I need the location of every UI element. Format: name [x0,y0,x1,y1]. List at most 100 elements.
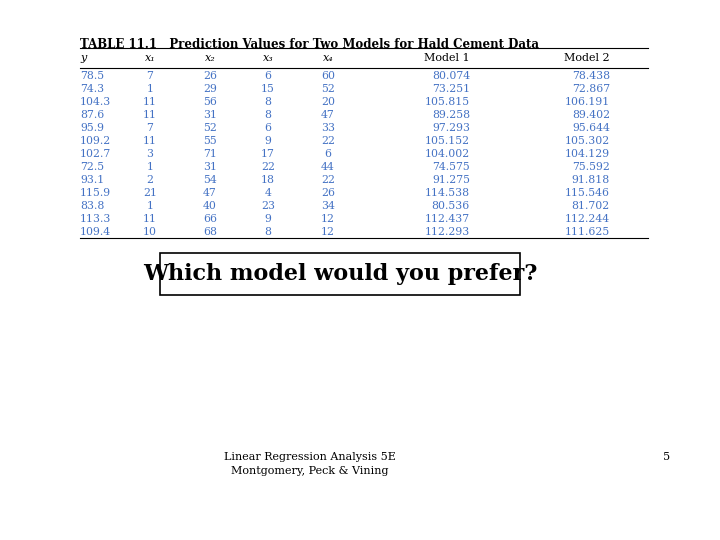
Text: 8: 8 [264,97,271,107]
Text: 15: 15 [261,84,275,94]
Text: 78.5: 78.5 [80,71,104,82]
Text: 31: 31 [203,162,217,172]
Text: 47: 47 [203,188,217,198]
Text: 66: 66 [203,214,217,224]
Text: 52: 52 [321,84,335,94]
Text: 6: 6 [264,71,271,82]
Text: 1: 1 [146,162,153,172]
Text: 104.002: 104.002 [425,149,470,159]
Text: 26: 26 [321,188,335,198]
Text: 102.7: 102.7 [80,149,112,159]
Text: 3: 3 [146,149,153,159]
Text: 93.1: 93.1 [80,175,104,185]
Text: 115.546: 115.546 [565,188,610,198]
Text: 4: 4 [264,188,271,198]
Text: 9: 9 [264,136,271,146]
FancyBboxPatch shape [160,253,520,295]
Text: 12: 12 [321,227,335,237]
Text: 11: 11 [143,110,157,120]
Text: 112.293: 112.293 [425,227,470,237]
Text: Model 2: Model 2 [564,53,610,63]
Text: 89.258: 89.258 [432,110,470,120]
Text: 22: 22 [321,175,335,185]
Text: 80.074: 80.074 [432,71,470,82]
Text: 97.293: 97.293 [432,123,470,133]
Text: 29: 29 [203,84,217,94]
Text: 115.9: 115.9 [80,188,111,198]
Text: 2: 2 [146,175,153,185]
Text: x₄: x₄ [323,53,333,63]
Text: 22: 22 [321,136,335,146]
Text: 83.8: 83.8 [80,201,104,211]
Text: 31: 31 [203,110,217,120]
Text: 11: 11 [143,214,157,224]
Text: 55: 55 [203,136,217,146]
Text: 109.2: 109.2 [80,136,112,146]
Text: 1: 1 [146,201,153,211]
Text: x₁: x₁ [145,53,156,63]
Text: 34: 34 [321,201,335,211]
Text: 73.251: 73.251 [432,84,470,94]
Text: Model 1: Model 1 [424,53,470,63]
Text: 81.702: 81.702 [572,201,610,211]
Text: 7: 7 [147,123,153,133]
Text: 87.6: 87.6 [80,110,104,120]
Text: 104.129: 104.129 [565,149,610,159]
Text: 74.3: 74.3 [80,84,104,94]
Text: 105.815: 105.815 [425,97,470,107]
Text: 75.592: 75.592 [572,162,610,172]
Text: 56: 56 [203,97,217,107]
Text: 114.538: 114.538 [425,188,470,198]
Text: 22: 22 [261,162,275,172]
Text: Which model would you prefer?: Which model would you prefer? [143,263,537,285]
Text: 60: 60 [321,71,335,82]
Text: 95.9: 95.9 [80,123,104,133]
Text: 91.275: 91.275 [432,175,470,185]
Text: 91.818: 91.818 [572,175,610,185]
Text: 72.5: 72.5 [80,162,104,172]
Text: 6: 6 [325,149,331,159]
Text: 10: 10 [143,227,157,237]
Text: y: y [80,53,86,63]
Text: 9: 9 [264,214,271,224]
Text: 71: 71 [203,149,217,159]
Text: Montgomery, Peck & Vining: Montgomery, Peck & Vining [231,466,389,476]
Text: 89.402: 89.402 [572,110,610,120]
Text: 104.3: 104.3 [80,97,112,107]
Text: TABLE 11.1   Prediction Values for Two Models for Hald Cement Data: TABLE 11.1 Prediction Values for Two Mod… [80,38,539,51]
Text: 6: 6 [264,123,271,133]
Text: 105.302: 105.302 [564,136,610,146]
Text: 111.625: 111.625 [564,227,610,237]
Text: 18: 18 [261,175,275,185]
Text: 23: 23 [261,201,275,211]
Text: 5: 5 [663,452,670,462]
Text: 44: 44 [321,162,335,172]
Text: 68: 68 [203,227,217,237]
Text: 11: 11 [143,136,157,146]
Text: 112.244: 112.244 [565,214,610,224]
Text: 105.152: 105.152 [425,136,470,146]
Text: 20: 20 [321,97,335,107]
Text: 113.3: 113.3 [80,214,112,224]
Text: 11: 11 [143,97,157,107]
Text: 12: 12 [321,214,335,224]
Text: 112.437: 112.437 [425,214,470,224]
Text: Linear Regression Analysis 5E: Linear Regression Analysis 5E [224,452,396,462]
Text: 80.536: 80.536 [432,201,470,211]
Text: x₃: x₃ [263,53,274,63]
Text: 8: 8 [264,227,271,237]
Text: 21: 21 [143,188,157,198]
Text: 54: 54 [203,175,217,185]
Text: 106.191: 106.191 [564,97,610,107]
Text: 47: 47 [321,110,335,120]
Text: 109.4: 109.4 [80,227,111,237]
Text: 74.575: 74.575 [432,162,470,172]
Text: 7: 7 [147,71,153,82]
Text: 40: 40 [203,201,217,211]
Text: 78.438: 78.438 [572,71,610,82]
Text: 95.644: 95.644 [572,123,610,133]
Text: 72.867: 72.867 [572,84,610,94]
Text: 17: 17 [261,149,275,159]
Text: 33: 33 [321,123,335,133]
Text: 1: 1 [146,84,153,94]
